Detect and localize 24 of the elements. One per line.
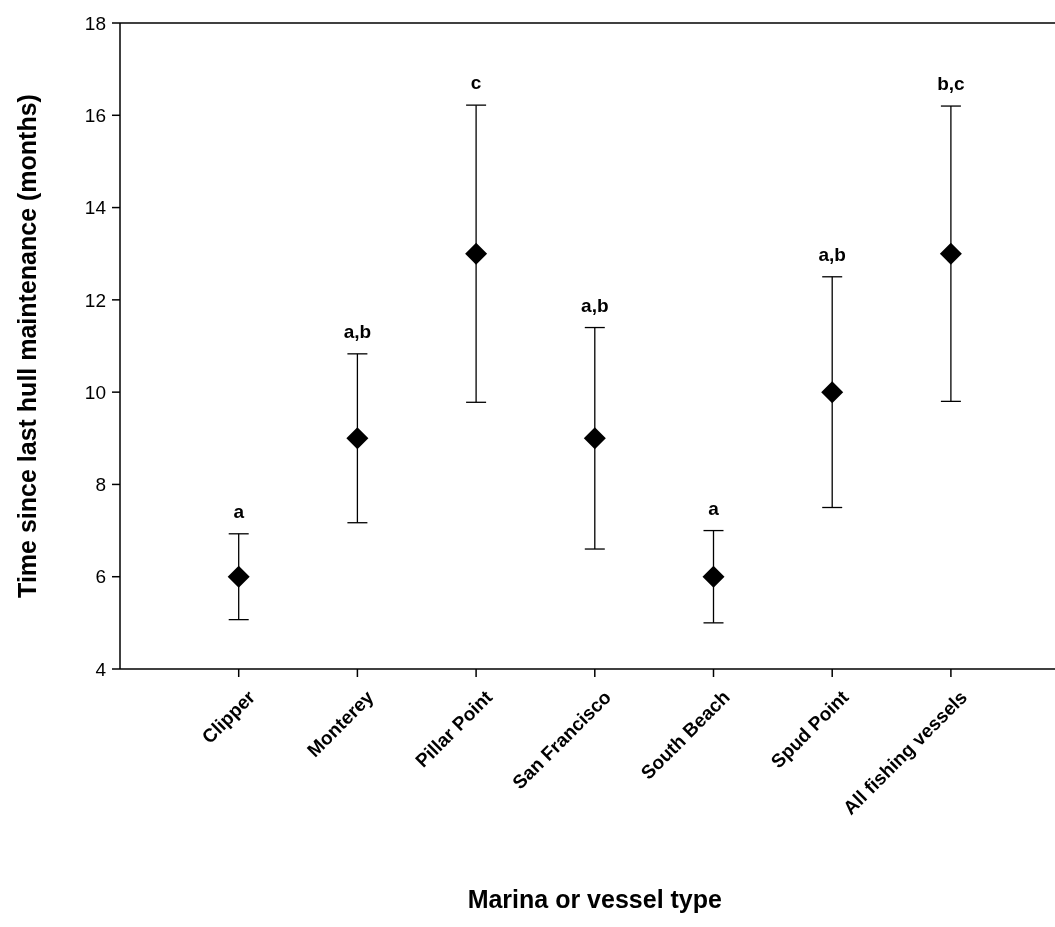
point (939, 242, 962, 265)
point (821, 381, 844, 404)
y-tick-label: 18 (84, 12, 106, 34)
annotation: c (470, 72, 482, 94)
annotation: a,b (343, 320, 372, 342)
y-tick-label: 6 (95, 566, 106, 588)
y-tick-label: 10 (84, 381, 106, 403)
y-tick-label: 16 (84, 104, 106, 126)
annotation: a (708, 497, 720, 519)
y-tick-label: 12 (84, 289, 106, 311)
y-tick-label: 8 (95, 474, 106, 496)
annotation: a,b (818, 243, 846, 265)
annotation: a,b (581, 294, 609, 316)
y-tick-label: 4 (95, 658, 107, 680)
x-axis-title: Marina or vessel type (467, 885, 723, 913)
point (346, 427, 369, 450)
y-tick-label: 14 (84, 197, 107, 219)
annotation: a (233, 500, 245, 522)
y-axis-title: Time since last hull maintenance (months) (13, 94, 41, 598)
annotation: b,c (937, 73, 966, 95)
point (227, 565, 250, 588)
point (583, 427, 606, 450)
point (702, 565, 725, 588)
point (465, 242, 488, 265)
